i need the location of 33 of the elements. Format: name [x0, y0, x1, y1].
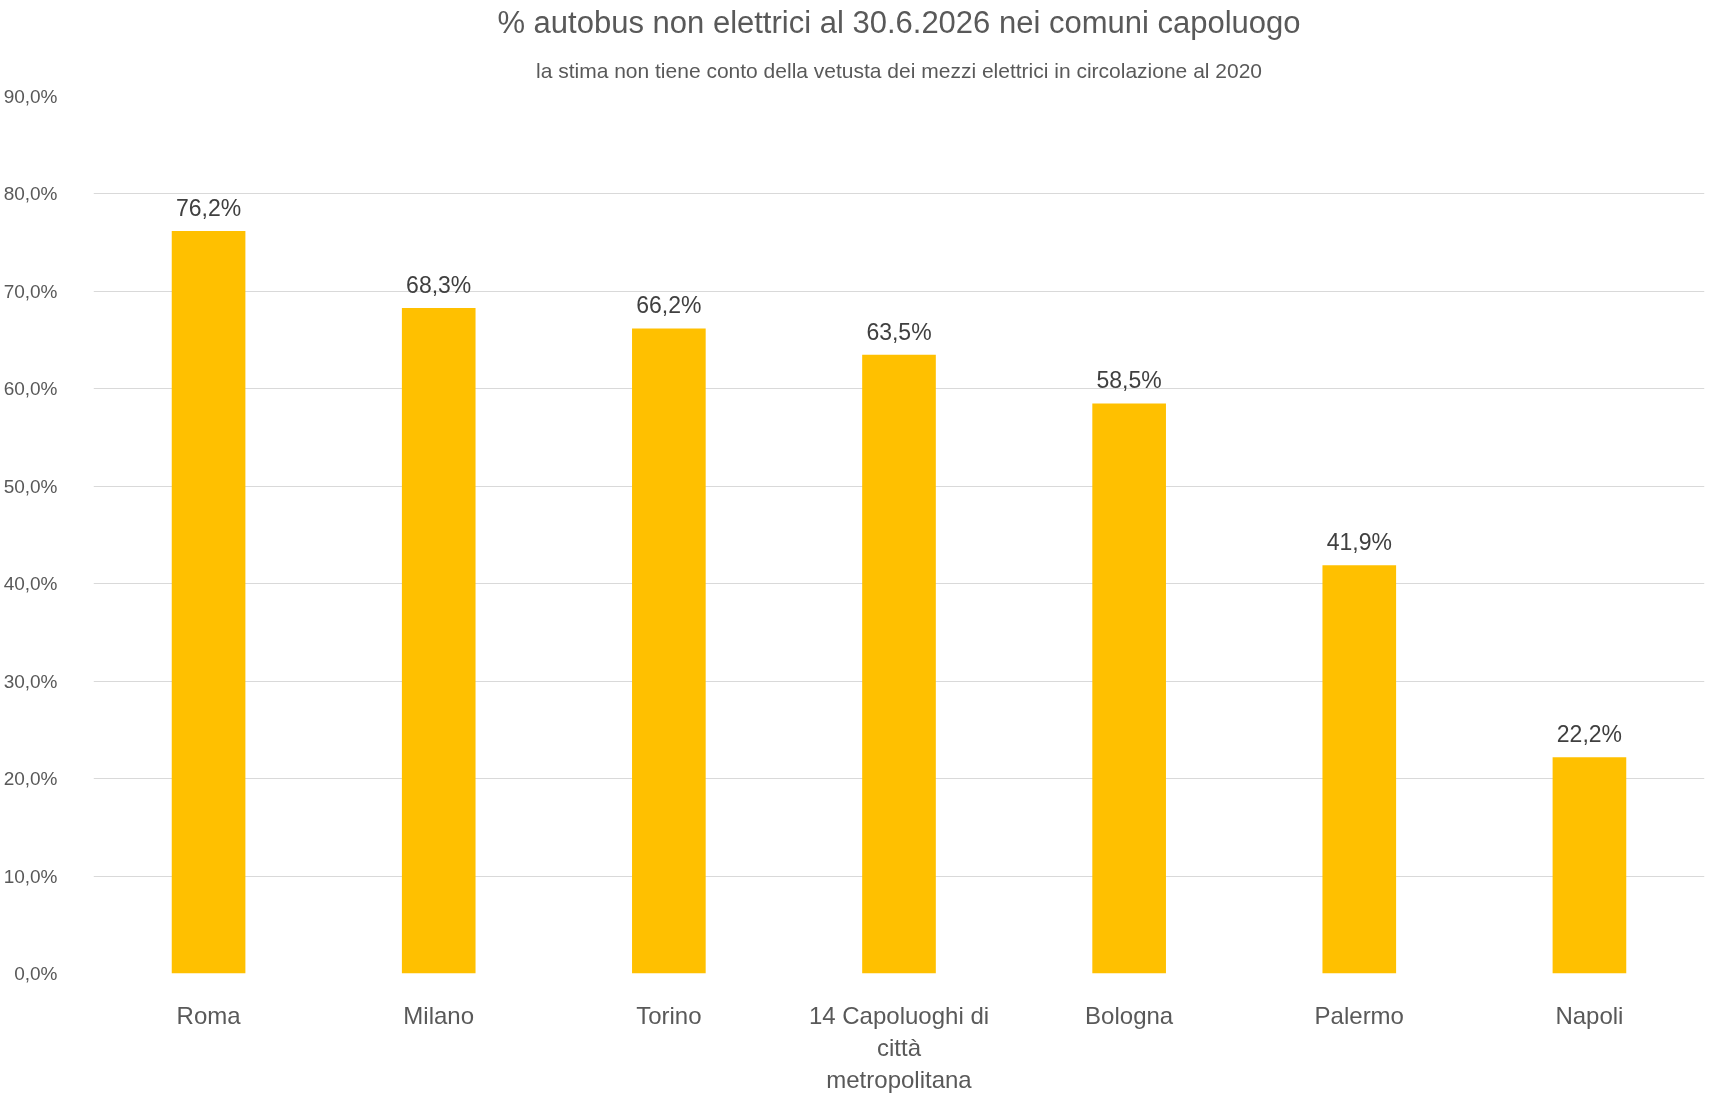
chart-subtitle: la stima non tiene conto della vetusta dei mezzi elettrici in circolazione al 2020 — [535, 58, 1263, 82]
bar — [862, 354, 936, 974]
bar — [171, 230, 246, 974]
y-tick-label: 40,0% — [3, 573, 58, 595]
data-label: 58,5% — [1096, 367, 1162, 394]
data-label: 76,2% — [175, 194, 242, 221]
y-tick-label: 70,0% — [3, 280, 58, 302]
bar — [1552, 757, 1627, 974]
y-tick-label: 10,0% — [3, 865, 58, 887]
bar — [1322, 565, 1397, 974]
y-tick-label: 50,0% — [3, 475, 58, 497]
bar — [401, 307, 476, 974]
chart-title: % autobus non elettrici al 30.6.2026 nei comuni capoluogo — [497, 4, 1301, 40]
x-tick-label: Napoli — [1555, 1001, 1624, 1029]
bar — [632, 328, 706, 974]
y-tick-label: 20,0% — [3, 768, 58, 790]
x-tick-label: Torino — [636, 1001, 702, 1029]
y-tick-label: 30,0% — [3, 670, 58, 692]
bar — [1092, 403, 1166, 974]
data-label: 41,9% — [1326, 529, 1392, 556]
data-label: 68,3% — [406, 271, 472, 298]
x-tick-label: Milano — [403, 1001, 475, 1029]
x-tick-label: Roma — [176, 1001, 242, 1029]
data-label: 66,2% — [636, 292, 702, 319]
x-tick-label: 14 Capoluoghi di città metropolitana — [808, 1001, 990, 1094]
y-tick-label: 0,0% — [14, 963, 58, 984]
data-label: 63,5% — [866, 318, 932, 345]
y-tick-label: 90,0% — [3, 86, 58, 107]
x-tick-label: Bologna — [1085, 1001, 1174, 1029]
y-tick-label: 80,0% — [3, 183, 58, 205]
x-tick-label: Palermo — [1314, 1001, 1404, 1029]
data-label: 22,2% — [1556, 721, 1623, 748]
y-tick-label: 60,0% — [3, 378, 58, 400]
